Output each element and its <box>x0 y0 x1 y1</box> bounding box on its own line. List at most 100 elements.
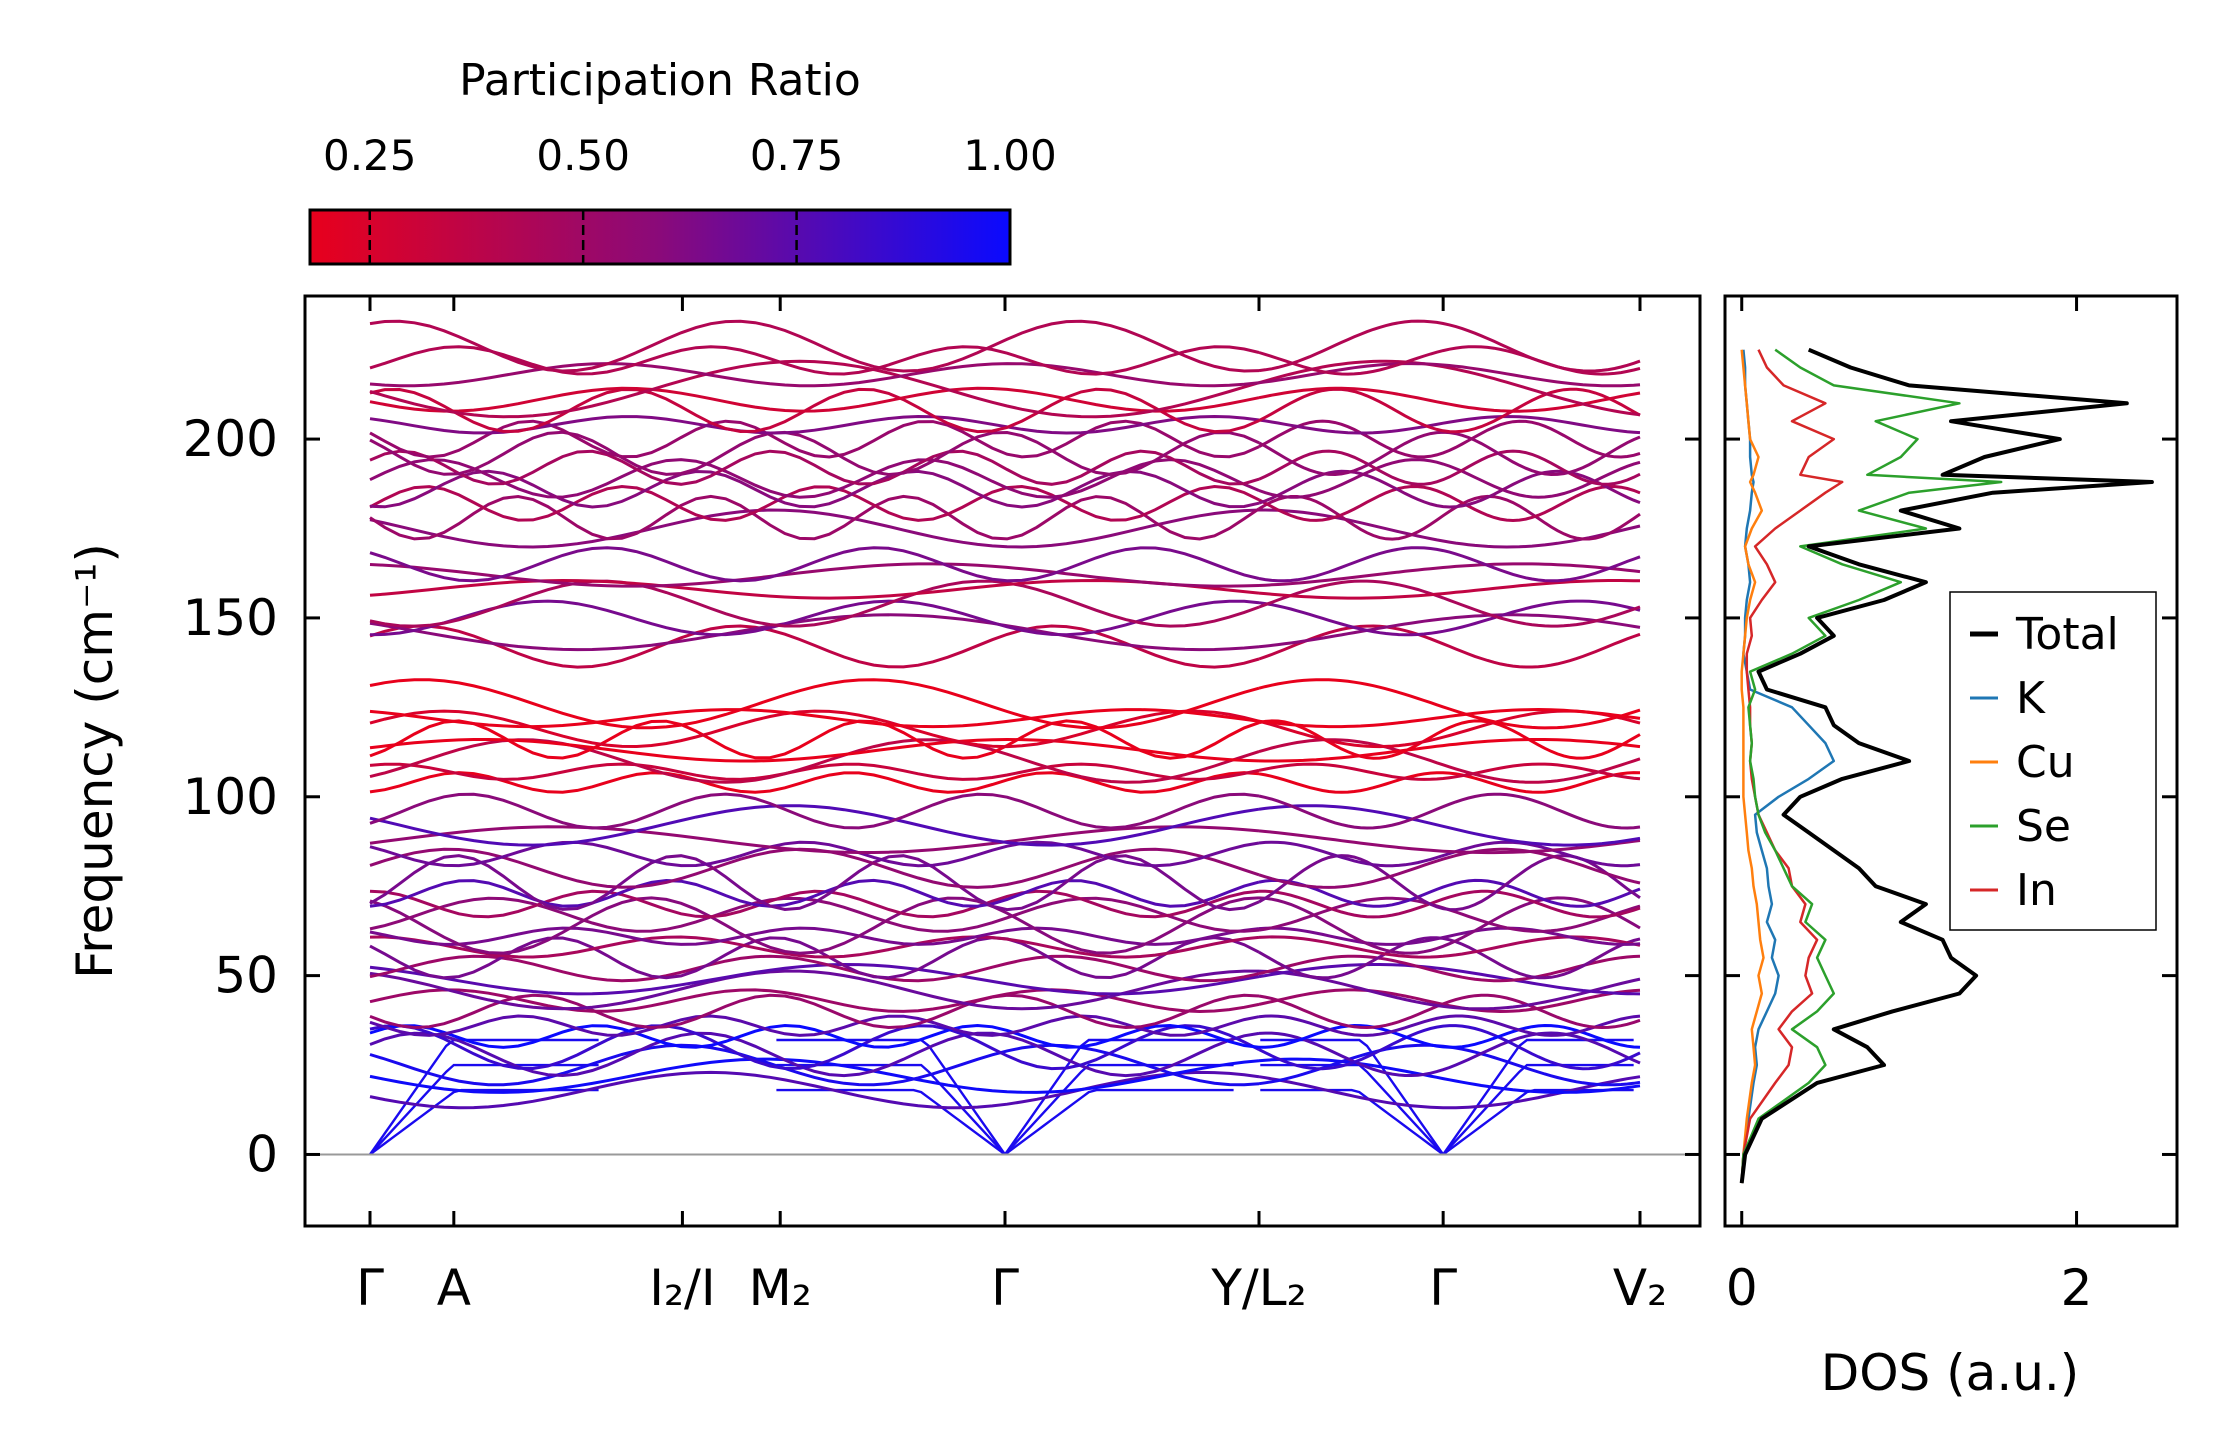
optical-band <box>369 579 1260 628</box>
optical-band <box>369 1057 1260 1094</box>
optical-band <box>1258 319 1641 373</box>
optical-band <box>1258 1024 1641 1071</box>
optical-band <box>369 430 1260 477</box>
optical-band <box>1258 792 1641 830</box>
optical-band <box>1258 762 1641 781</box>
optical-band <box>369 1024 1260 1071</box>
optical-band <box>1258 484 1641 523</box>
optical-band <box>1258 1057 1641 1094</box>
colorbar-gradient <box>308 208 1012 266</box>
optical-band <box>369 719 1260 760</box>
x-tick-label: V₂ <box>1613 1259 1667 1317</box>
phonon-bands <box>369 319 1641 1156</box>
y-tick-label: 150 <box>183 589 278 647</box>
optical-band <box>1258 840 1641 868</box>
acoustic-band <box>1004 1063 1234 1156</box>
optical-band <box>369 889 1260 919</box>
y-tick-label: 100 <box>183 768 278 826</box>
optical-band <box>1258 1031 1641 1077</box>
optical-band <box>1258 707 1641 729</box>
y-tick-label: 200 <box>183 410 278 468</box>
optical-band <box>369 825 1260 854</box>
band-y-axis-label: Frequency (cm⁻¹) <box>66 543 124 979</box>
optical-band <box>1258 936 1641 980</box>
colorbar: Participation Ratio 0.25 0.50 0.75 1.00 <box>308 55 1057 266</box>
acoustic-band <box>369 1038 599 1156</box>
dos-axes-frame <box>1723 294 2179 1228</box>
band-x-axis: Γ A I₂/I M₂ Γ Y/L₂ Γ V₂ <box>356 296 1667 1317</box>
optical-band <box>1258 599 1641 637</box>
optical-band <box>1258 359 1641 417</box>
optical-band <box>369 708 1260 729</box>
optical-band <box>1258 829 1641 855</box>
x-tick-label: Γ <box>1429 1259 1457 1317</box>
optical-band <box>369 896 1260 933</box>
optical-band <box>369 762 1260 781</box>
optical-band <box>1258 993 1641 1030</box>
dos-line-se <box>1740 348 2003 1184</box>
acoustic-band <box>776 1088 1006 1156</box>
legend-label: In <box>2016 865 2057 916</box>
optical-band <box>369 624 1260 669</box>
optical-band <box>369 962 1260 996</box>
optical-band <box>1259 1023 1641 1049</box>
legend-label: Se <box>2016 801 2071 852</box>
optical-band <box>369 345 1260 376</box>
optical-band <box>369 771 1260 794</box>
optical-band <box>369 1070 1260 1110</box>
dos-x-tick-label: 0 <box>1726 1259 1758 1317</box>
optical-band <box>1258 579 1641 628</box>
acoustic-band <box>776 1038 1006 1156</box>
x-tick-label: Γ <box>356 1259 384 1317</box>
optical-band <box>1258 954 1641 983</box>
optical-band <box>369 359 1260 419</box>
x-tick-label: A <box>437 1259 471 1317</box>
acoustic-band <box>776 1063 1006 1156</box>
dos-curves <box>1739 347 2154 1184</box>
optical-band <box>1258 449 1641 486</box>
dos-x-tick-label: 2 <box>2061 1259 2093 1317</box>
colorbar-tick-label: 0.75 <box>750 131 844 180</box>
optical-band <box>1258 771 1641 794</box>
acoustic-band <box>369 1088 599 1156</box>
optical-band <box>369 840 1260 868</box>
band-axes-frame <box>303 294 1702 1228</box>
optical-band <box>369 449 1260 486</box>
acoustic-band <box>1260 1038 1445 1156</box>
optical-band <box>369 562 1260 588</box>
optical-band <box>1259 889 1641 919</box>
legend-label: Total <box>2015 609 2119 660</box>
acoustic-band <box>1004 1088 1234 1156</box>
optical-band <box>369 678 1260 730</box>
optical-band <box>369 1014 1260 1037</box>
optical-band <box>369 935 1260 959</box>
optical-band <box>1258 386 1641 413</box>
optical-band <box>1258 847 1641 889</box>
optical-band <box>369 469 1260 509</box>
optical-band <box>369 936 1260 980</box>
optical-band <box>1258 1075 1641 1110</box>
optical-band <box>1258 613 1641 649</box>
optical-band <box>1258 546 1641 583</box>
optical-band <box>1258 963 1641 996</box>
optical-band <box>369 969 1259 1011</box>
band-y-axis: 0 50 100 150 200 <box>183 410 1700 1183</box>
colorbar-ticks: 0.25 0.50 0.75 1.00 <box>323 131 1057 264</box>
optical-band <box>1258 414 1641 435</box>
optical-band <box>369 419 1260 459</box>
optical-band <box>369 926 1260 946</box>
optical-band <box>369 613 1260 652</box>
dos-legend: Total K Cu Se In <box>1949 591 2157 931</box>
colorbar-tick-label: 0.50 <box>536 131 630 180</box>
optical-band <box>1258 579 1641 600</box>
acoustic-band <box>1442 1063 1634 1156</box>
optical-band <box>369 386 1260 413</box>
dos-x-axis-label: DOS (a.u.) <box>1821 1344 2080 1402</box>
optical-band <box>1259 508 1641 549</box>
optical-band <box>369 737 1260 763</box>
optical-band <box>1258 387 1641 434</box>
